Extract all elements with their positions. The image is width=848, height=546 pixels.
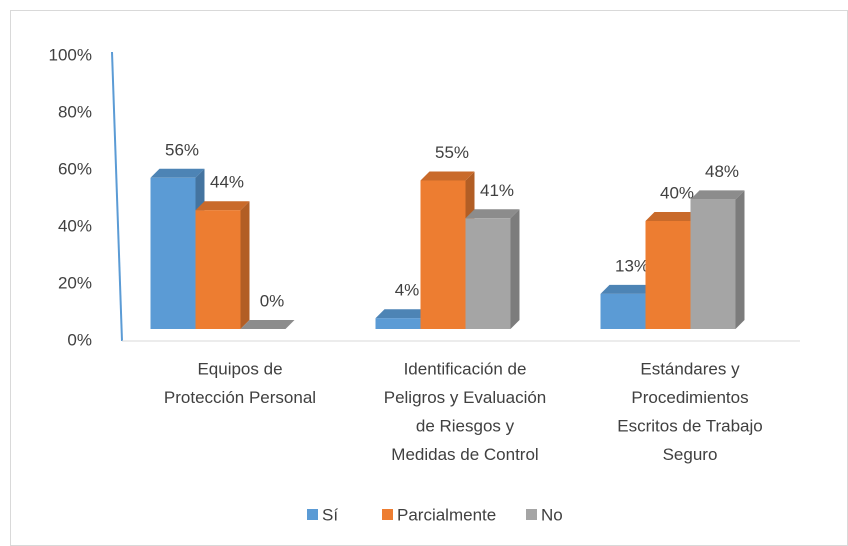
data-label: 55% — [435, 143, 469, 162]
axis-wall — [111, 51, 123, 342]
data-label: 41% — [480, 181, 514, 200]
x-tick-label: Equipos de — [197, 359, 282, 378]
x-tick-label: Peligros y Evaluación — [384, 388, 547, 407]
data-label: 48% — [705, 162, 739, 181]
bar — [690, 190, 745, 329]
bar — [420, 171, 475, 329]
legend-label: No — [541, 505, 563, 524]
data-label: 4% — [395, 281, 420, 300]
legend-swatch — [526, 509, 537, 520]
data-label: 44% — [210, 173, 244, 192]
data-label: 40% — [660, 183, 694, 202]
x-tick-label: Medidas de Control — [391, 445, 538, 464]
y-tick-label: 40% — [58, 216, 92, 235]
y-tick-label: 20% — [58, 273, 92, 292]
data-label: 13% — [615, 256, 649, 275]
data-label: 56% — [165, 140, 199, 159]
x-tick-label: Identificación de — [404, 359, 527, 378]
legend-swatch — [307, 509, 318, 520]
legend-swatch — [382, 509, 393, 520]
y-tick-label: 60% — [58, 159, 92, 178]
bar — [240, 320, 295, 329]
legend-label: Parcialmente — [397, 505, 496, 524]
x-tick-label: Protección Personal — [164, 388, 316, 407]
data-label: 0% — [260, 291, 285, 310]
y-tick-label: 100% — [49, 45, 92, 64]
x-tick-label: Estándares y — [640, 359, 740, 378]
legend-label: Sí — [322, 505, 338, 524]
x-tick-label: de Riesgos y — [416, 416, 515, 435]
x-tick-label: Escritos de Trabajo — [617, 416, 763, 435]
y-tick-label: 80% — [58, 102, 92, 121]
bar — [195, 201, 250, 329]
bar — [465, 209, 520, 329]
x-tick-label: Procedimientos — [631, 388, 748, 407]
y-tick-label: 0% — [67, 330, 92, 349]
x-tick-label: Seguro — [663, 445, 718, 464]
